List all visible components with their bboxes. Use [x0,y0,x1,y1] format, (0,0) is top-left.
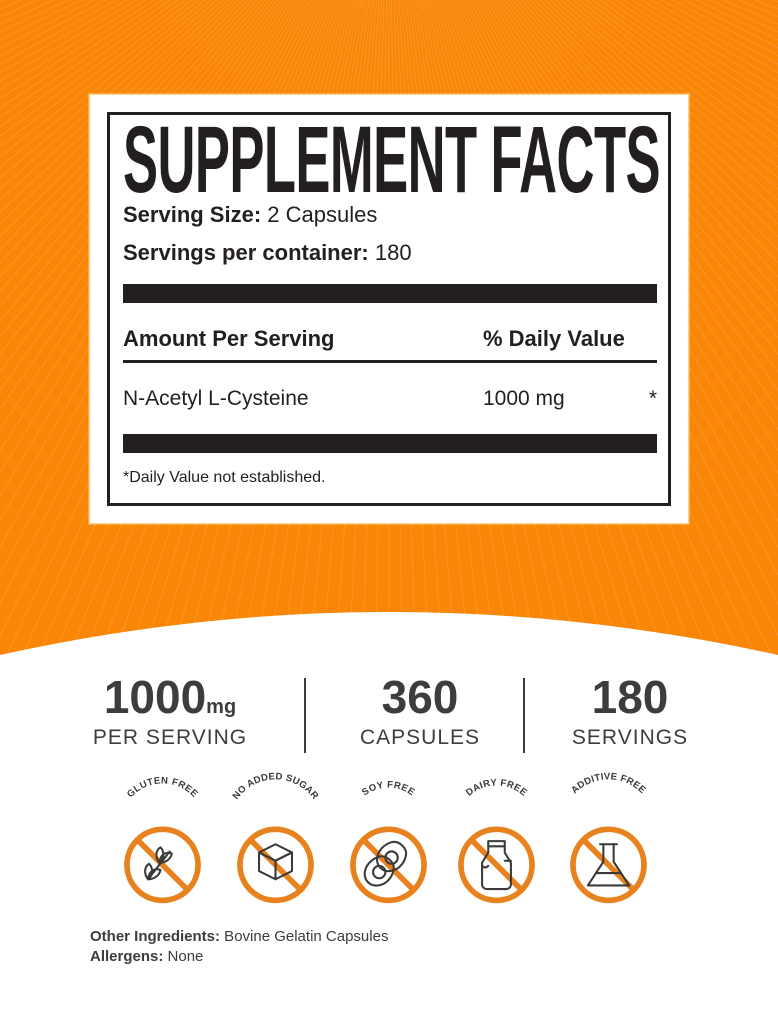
svg-text:NO ADDED SUGAR: NO ADDED SUGAR [230,771,320,802]
svg-text:GLUTEN FREE: GLUTEN FREE [124,775,199,800]
svg-text:SOY FREE: SOY FREE [360,779,417,798]
svg-text:DAIRY FREE: DAIRY FREE [463,777,528,798]
svg-text:ADDITIVE FREE: ADDITIVE FREE [569,771,648,796]
